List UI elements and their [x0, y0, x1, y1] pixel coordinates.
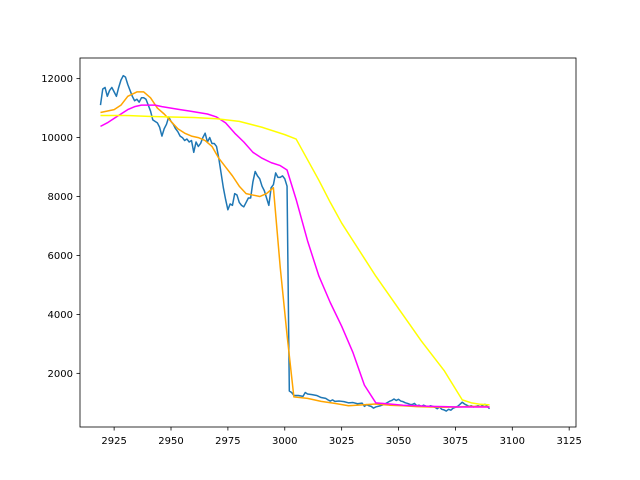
- plot-background: [80, 58, 576, 427]
- x-tick-label: 3025: [329, 436, 354, 447]
- x-tick-label: 3100: [500, 436, 525, 447]
- x-tick-label: 2950: [158, 436, 183, 447]
- y-tick-label: 2000: [48, 369, 73, 380]
- x-tick-label: 3000: [272, 436, 297, 447]
- x-tick-label: 2975: [215, 436, 240, 447]
- x-axis: 2925 2950 2975 3000 3025 3050 3075 3100 3125: [101, 427, 582, 447]
- plot-frame: [79, 57, 577, 428]
- series-layer: [99, 74, 491, 412]
- y-axis: 2000 4000 6000 8000 10000 12000: [41, 74, 80, 380]
- series-line-4: [100, 114, 490, 406]
- x-tick-label: 3075: [443, 436, 468, 447]
- y-tick-label: 12000: [41, 74, 73, 85]
- y-tick-label: 10000: [41, 133, 73, 144]
- x-tick-label: 2925: [101, 436, 126, 447]
- x-tick-label: 3050: [386, 436, 411, 447]
- x-tick-label: 3125: [556, 436, 581, 447]
- y-tick-label: 8000: [48, 192, 73, 203]
- series-line-3: [100, 104, 490, 408]
- y-tick-label: 6000: [48, 251, 73, 262]
- y-tick-label: 4000: [48, 310, 73, 321]
